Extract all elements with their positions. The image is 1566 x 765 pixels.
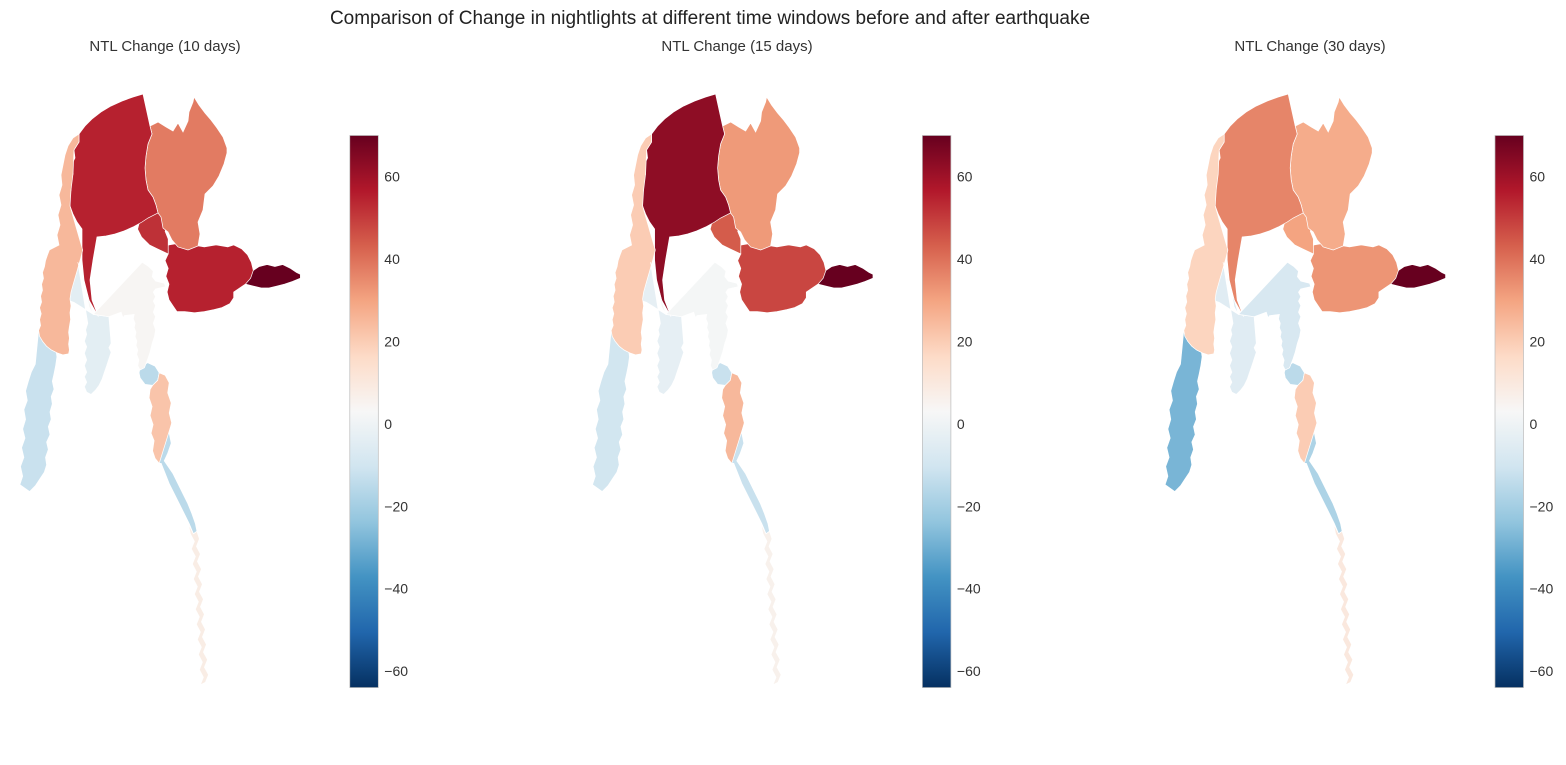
svg-text:−60: −60 — [957, 663, 981, 679]
svg-text:20: 20 — [1530, 334, 1546, 350]
svg-text:−60: −60 — [384, 663, 408, 679]
svg-text:−20: −20 — [1530, 498, 1554, 514]
svg-text:60: 60 — [384, 169, 400, 185]
svg-text:40: 40 — [1530, 251, 1546, 267]
svg-text:60: 60 — [957, 169, 973, 185]
svg-text:0: 0 — [384, 416, 392, 432]
svg-text:20: 20 — [957, 334, 973, 350]
svg-text:−40: −40 — [1530, 581, 1554, 597]
svg-text:−20: −20 — [957, 498, 981, 514]
svg-text:40: 40 — [384, 251, 400, 267]
svg-text:60: 60 — [1530, 169, 1546, 185]
svg-text:−20: −20 — [384, 498, 408, 514]
svg-text:0: 0 — [1530, 416, 1538, 432]
svg-text:−40: −40 — [957, 581, 981, 597]
svg-text:0: 0 — [957, 416, 965, 432]
svg-text:20: 20 — [384, 334, 400, 350]
svg-text:40: 40 — [957, 251, 973, 267]
svg-text:−60: −60 — [1530, 663, 1554, 679]
svg-text:−40: −40 — [384, 581, 408, 597]
